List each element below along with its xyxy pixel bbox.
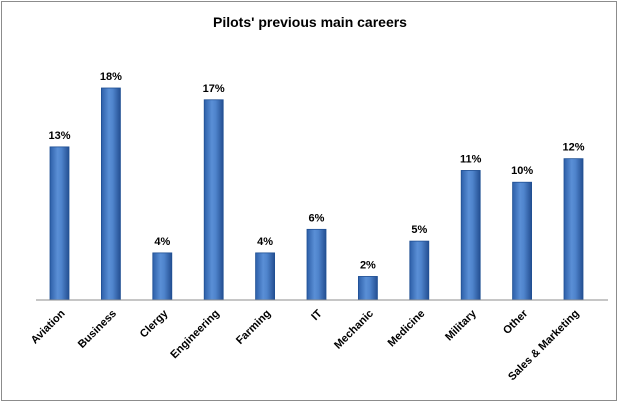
category-label-farming: Farming — [234, 308, 273, 347]
category-label-other: Other — [501, 307, 531, 337]
bars-group — [49, 87, 584, 301]
value-label-medicine: 5% — [411, 224, 427, 236]
bar-aviation — [49, 146, 70, 301]
category-label-clergy: Clergy — [138, 307, 171, 340]
category-label-business: Business — [76, 308, 119, 351]
value-label-aviation: 13% — [48, 130, 70, 142]
value-label-military: 11% — [460, 153, 482, 165]
value-label-sales-marketing: 12% — [562, 142, 584, 154]
value-label-business: 18% — [100, 71, 122, 83]
bar-other — [512, 181, 532, 301]
value-label-clergy: 4% — [154, 236, 170, 248]
bar-it — [306, 228, 327, 301]
value-labels-group: 13% 18% 4% 17% 4% 6% 2% 5% 11% 10% 12% — [48, 71, 584, 271]
value-label-it: 6% — [309, 212, 325, 224]
bar-military — [460, 170, 481, 301]
chart-title: Pilots' previous main careers — [213, 14, 407, 30]
bar-mechanic — [357, 276, 378, 301]
value-label-engineering: 17% — [203, 83, 225, 95]
category-label-engineering: Engineering — [168, 308, 221, 361]
bar-engineering — [203, 99, 224, 301]
category-label-medicine: Medicine — [386, 308, 428, 350]
category-label-mechanic: Mechanic — [332, 308, 376, 352]
value-label-other: 10% — [511, 165, 533, 177]
value-label-mechanic: 2% — [360, 259, 376, 271]
bar-business — [101, 87, 121, 301]
category-label-aviation: Aviation — [29, 307, 68, 346]
bar-clergy — [152, 252, 173, 301]
bar-farming — [255, 252, 276, 301]
bar-sales-marketing — [563, 158, 584, 301]
bar-medicine — [409, 240, 430, 301]
category-label-military: Military — [443, 307, 479, 343]
value-label-farming: 4% — [257, 236, 273, 248]
category-label-it: IT — [309, 307, 325, 323]
